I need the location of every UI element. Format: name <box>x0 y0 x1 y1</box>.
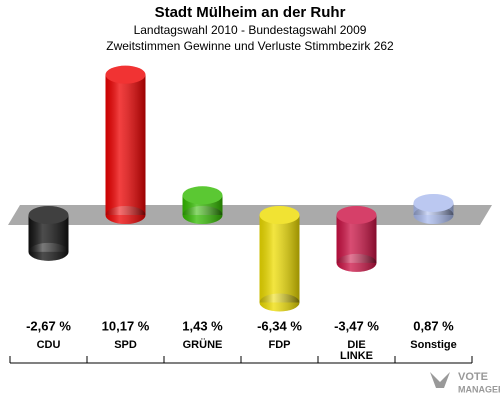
x-tick-label: FDP <box>269 339 291 351</box>
x-tick-label-line: Sonstige <box>410 339 456 351</box>
bar-top <box>336 206 377 224</box>
bar-shade <box>259 215 300 303</box>
bar-bottom-shade <box>28 242 69 261</box>
bar-top-highlight <box>182 186 223 205</box>
chart-subtitle: Landtagswahl 2010 - Bundestagswahl 2009 <box>134 23 367 37</box>
value-label: -6,34 % <box>257 318 302 333</box>
bar-bottom-shade <box>336 253 377 272</box>
chart-title: Stadt Mülheim an der Ruhr <box>155 4 346 21</box>
bar-bottom-shade <box>259 293 300 312</box>
chart-subtitle: Zweitstimmen Gewinne und Verluste Stimmb… <box>106 39 394 53</box>
watermark-logo <box>430 372 450 388</box>
bar-bottom-shade <box>105 206 146 224</box>
value-label: -3,47 % <box>334 318 379 333</box>
bar-shade <box>105 74 146 216</box>
bar-top-highlight <box>105 65 146 84</box>
value-label: 1,43 % <box>182 318 223 333</box>
x-tick-label: GRÜNE <box>183 338 223 351</box>
bar-top-highlight <box>336 206 377 224</box>
bar-top <box>259 206 300 224</box>
bar-top <box>413 193 454 212</box>
watermark-text: MANAGER <box>458 384 500 394</box>
x-tick-label: DIE LINKE <box>340 339 373 362</box>
x-tick-label-line: SPD <box>114 339 137 351</box>
x-tick-label: Sonstige <box>410 339 456 351</box>
watermark-text: VOTE <box>458 371 488 383</box>
value-label: -2,67 % <box>26 318 71 333</box>
x-tick-label-line: CDU <box>37 339 61 351</box>
bar-top <box>28 206 69 224</box>
watermark: VOTE MANAGER <box>430 371 500 394</box>
bar-top-highlight <box>28 206 69 224</box>
bar-top <box>105 65 146 84</box>
value-label: 0,87 % <box>413 318 454 333</box>
x-tick-label: CDU <box>37 339 61 351</box>
x-tick-label-line: GRÜNE <box>183 338 223 351</box>
x-tick-label-line: LINKE <box>340 350 373 362</box>
x-tick-label-line: FDP <box>269 339 291 351</box>
bar-top-highlight <box>413 193 454 212</box>
x-tick-label: SPD <box>114 339 137 351</box>
x-tick-label-line: DIE <box>347 339 365 351</box>
bar-bottom-shade <box>182 206 223 224</box>
bar-top <box>182 186 223 205</box>
value-label: 10,17 % <box>102 318 150 333</box>
bar-top-highlight <box>259 206 300 224</box>
